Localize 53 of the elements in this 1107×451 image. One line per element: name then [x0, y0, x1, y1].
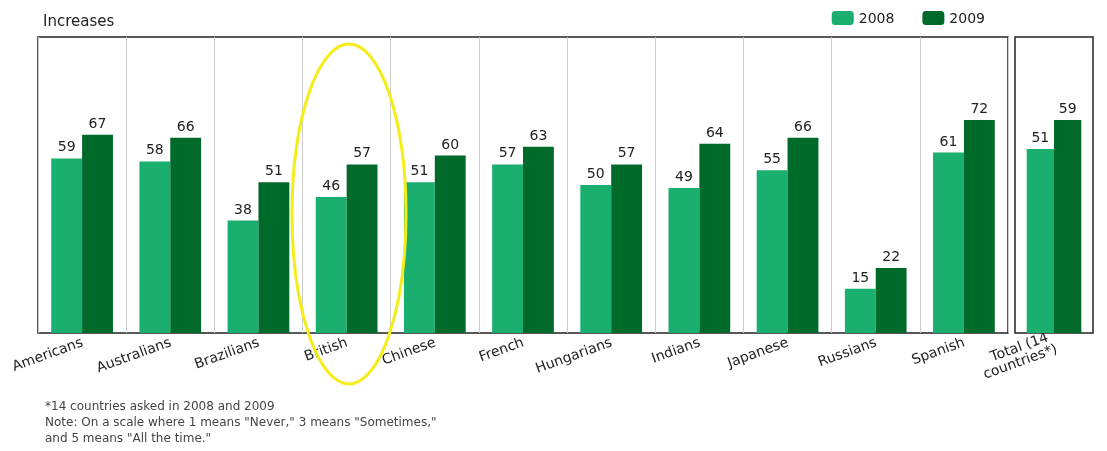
data-label: 61	[939, 132, 958, 149]
data-label: 15	[851, 268, 870, 285]
bar	[82, 134, 113, 333]
data-label: 57	[353, 144, 371, 161]
data-label: 49	[675, 168, 693, 185]
bar	[315, 196, 347, 333]
legend-label: 2009	[949, 10, 986, 26]
data-label: 66	[794, 117, 812, 134]
bar	[403, 182, 435, 333]
bar	[844, 288, 876, 333]
bar	[933, 152, 964, 333]
data-label: 63	[529, 126, 548, 143]
data-label: 57	[617, 144, 636, 161]
bar	[699, 143, 731, 333]
bar	[523, 146, 554, 333]
bar	[580, 185, 612, 333]
bar	[875, 267, 907, 333]
data-label: 64	[705, 123, 724, 140]
data-label: 60	[441, 135, 460, 152]
data-label: 58	[145, 141, 164, 158]
data-label: 55	[763, 150, 782, 167]
data-label: 57	[498, 144, 517, 161]
data-label: 46	[322, 176, 341, 193]
bar	[434, 155, 466, 333]
text: *14 countries asked in 2008 and 2009	[45, 399, 275, 413]
data-label: 66	[176, 117, 195, 134]
bar	[611, 164, 643, 333]
legend-label: 2008	[858, 10, 895, 26]
bar	[139, 161, 171, 333]
data-label: 22	[882, 247, 901, 264]
bar	[227, 220, 259, 333]
bar	[963, 120, 995, 333]
data-label: 67	[88, 114, 107, 131]
data-label: 51	[1031, 128, 1050, 145]
bar	[668, 188, 700, 333]
data-label: 50	[586, 165, 605, 182]
chart-title: Increases	[43, 11, 115, 30]
text: and 5 means "All the time."	[45, 431, 212, 445]
bar	[346, 164, 378, 333]
data-label: 72	[970, 100, 989, 117]
bar	[258, 182, 290, 333]
data-label: 59	[1058, 100, 1077, 117]
bar	[756, 170, 788, 333]
bar	[51, 158, 83, 333]
x-tick-label: French	[476, 333, 526, 365]
data-label: 38	[234, 200, 252, 217]
bar	[492, 164, 523, 333]
text: Note: On a scale where 1 means "Never," 3 means "Sometimes,"	[45, 415, 437, 429]
bar	[170, 137, 202, 333]
data-label: 59	[57, 138, 76, 155]
data-label: 51	[264, 162, 283, 179]
data-label: 51	[410, 162, 429, 179]
bar	[787, 137, 819, 333]
